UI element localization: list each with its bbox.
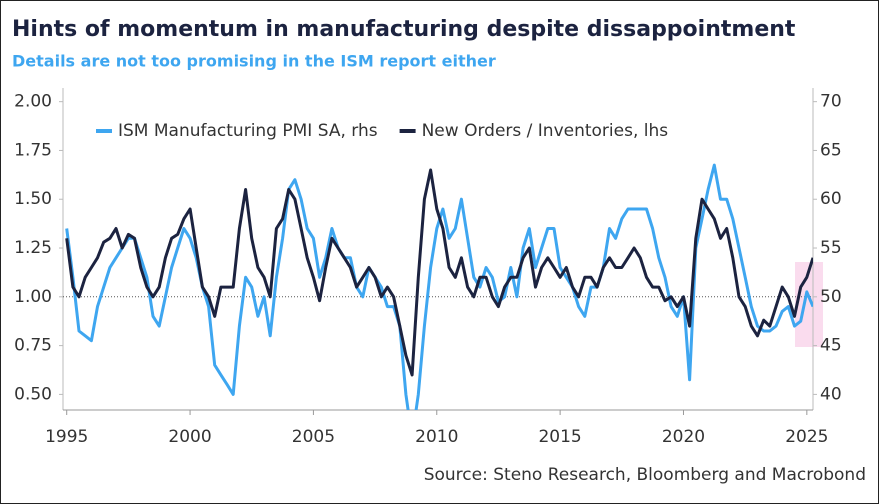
y2-tick-label: 45: [820, 336, 842, 356]
series-line: [65, 168, 813, 377]
chart-title: Hints of momentum in manufacturing despi…: [12, 17, 796, 42]
y2-tick-label: 55: [820, 238, 842, 258]
x-tick-label: 2000: [168, 427, 211, 447]
x-tick-label: 1995: [45, 427, 88, 447]
x-tick-label: 2010: [415, 427, 458, 447]
legend-label: New Orders / Inventories, lhs: [422, 121, 669, 141]
y2-tick-label: 70: [820, 92, 842, 112]
x-tick-label: 2020: [662, 427, 705, 447]
x-tick-label: 2015: [538, 427, 581, 447]
y-tick-label: 0.75: [14, 336, 52, 356]
y-tick-label: 1.50: [14, 189, 52, 209]
legend-label: ISM Manufacturing PMI SA, rhs: [118, 121, 378, 141]
y2-tick-label: 40: [820, 384, 842, 404]
y-tick-label: 1.25: [14, 238, 52, 258]
x-tick-label: 2005: [292, 427, 335, 447]
x-tick-label: 2025: [785, 427, 828, 447]
y-tick-label: 2.00: [14, 92, 52, 112]
plot-lines: [65, 163, 813, 410]
y-tick-label: 1.75: [14, 140, 52, 160]
y2-tick-label: 50: [820, 287, 842, 307]
source: Source: Steno Research, Bloomberg and Ma…: [424, 465, 866, 485]
y2-tick-label: 65: [820, 140, 842, 160]
chart-subtitle: Details are not too promising in the ISM…: [12, 52, 496, 71]
y2-tick-label: 60: [820, 189, 842, 209]
y-tick-label: 0.50: [14, 384, 52, 404]
highlight-box: [795, 262, 823, 347]
y-tick-label: 1.00: [14, 287, 52, 307]
